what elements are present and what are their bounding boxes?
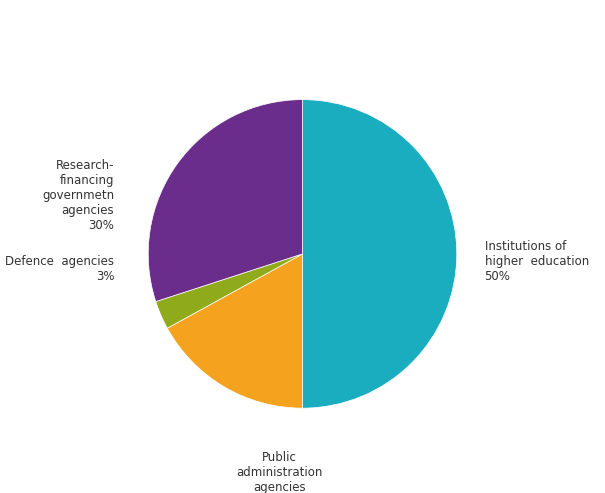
Wedge shape xyxy=(156,254,302,328)
Wedge shape xyxy=(302,100,457,408)
Text: Institutions of
higher  education
50%: Institutions of higher education 50% xyxy=(485,240,589,283)
Wedge shape xyxy=(148,100,302,302)
Text: Public
administration
agencies
17%: Public administration agencies 17% xyxy=(236,452,322,493)
Text: Defence  agencies
3%: Defence agencies 3% xyxy=(5,255,114,283)
Wedge shape xyxy=(168,254,302,408)
Text: Research-
financing
governmetn
agencies
30%: Research- financing governmetn agencies … xyxy=(42,159,114,232)
